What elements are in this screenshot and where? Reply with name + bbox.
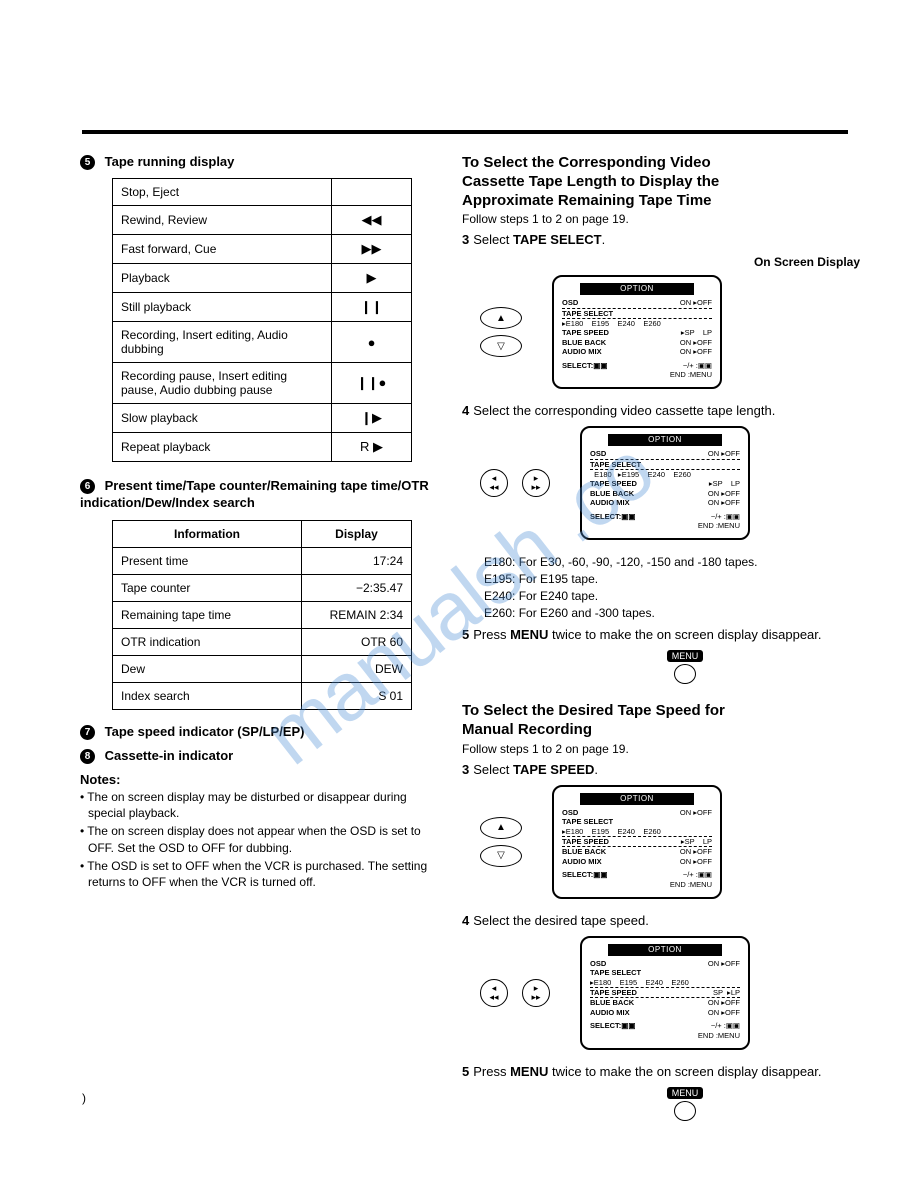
section-7-title: 7 Tape speed indicator (SP/LP/EP): [80, 724, 430, 740]
step-4b: 4Select the desired tape speed.: [462, 913, 868, 928]
osd-screen-4: OPTION OSDON ▸OFF TAPE SELECT ▸E180 E195…: [580, 936, 750, 1050]
bullet-6-icon: 6: [80, 479, 95, 494]
table-row: Recording, Insert editing, Audio dubbing…: [113, 322, 412, 363]
table-row: Still playback❙❙: [113, 293, 412, 322]
tape-running-table: Stop, Eject Rewind, Review◀◀ Fast forwar…: [112, 178, 412, 462]
section-8-text: Cassette-in indicator: [105, 748, 234, 763]
down-button-icon: ▽: [480, 335, 522, 357]
step-3a: 3Select TAPE SELECT.: [462, 232, 868, 247]
remote-left-right-icon-2: ◂◂◂ ▸▸▸: [480, 979, 550, 1007]
up-button-icon: ▲: [480, 307, 522, 329]
step-3b: 3Select TAPE SPEED.: [462, 762, 868, 777]
figure-row-4: ◂◂◂ ▸▸▸ OPTION OSDON ▸OFF TAPE SELECT ▸E…: [480, 936, 868, 1050]
step-5a: 5Press MENU twice to make the on screen …: [462, 627, 868, 642]
table-row: Slow playback❙▶: [113, 404, 412, 433]
table-row: Playback▶: [113, 264, 412, 293]
remote-left-right-icon: ◂◂◂ ▸▸▸: [480, 469, 550, 497]
table-row: Fast forward, Cue▶▶: [113, 235, 412, 264]
heading-tape-length-sub: Follow steps 1 to 2 on page 19.: [462, 212, 868, 226]
bullet-7-icon: 7: [80, 725, 95, 740]
figure-row-2: ◂◂◂ ▸▸▸ OPTION OSDON ▸OFF TAPE SELECT E1…: [480, 426, 868, 540]
section-7-text: Tape speed indicator (SP/LP/EP): [105, 724, 305, 739]
section-5-text: Tape running display: [105, 154, 235, 169]
right-column: To Select the Corresponding Video Casset…: [462, 154, 868, 1121]
osd-screen-2: OPTION OSDON ▸OFF TAPE SELECT E180 ▸E195…: [580, 426, 750, 540]
table-row: Remaining tape timeREMAIN 2:34: [113, 601, 412, 628]
table-row: Index searchS 01: [113, 682, 412, 709]
table-row: Present time17:24: [113, 547, 412, 574]
left-button-icon: ◂◂◂: [480, 979, 508, 1007]
section-6-title: 6 Present time/Tape counter/Remaining ta…: [80, 478, 430, 512]
right-button-icon: ▸▸▸: [522, 979, 550, 1007]
heading-tape-speed-sub: Follow steps 1 to 2 on page 19.: [462, 742, 868, 756]
section-8-title: 8 Cassette-in indicator: [80, 748, 430, 764]
down-button-icon: ▽: [480, 845, 522, 867]
right-button-icon: ▸▸▸: [522, 469, 550, 497]
note-item: The OSD is set to OFF when the VCR is pu…: [80, 858, 430, 890]
remote-up-down-icon: ▲ ▽: [480, 307, 522, 357]
table-row: Tape counter−2:35.47: [113, 574, 412, 601]
left-button-icon: ◂◂◂: [480, 469, 508, 497]
section-6-text: Present time/Tape counter/Remaining tape…: [80, 478, 429, 510]
top-rule: [82, 130, 848, 134]
table-row: Repeat playbackR ▶: [113, 433, 412, 462]
note-item: The on screen display does not appear wh…: [80, 823, 430, 855]
info-head-2: Display: [302, 520, 412, 547]
bullet-5-icon: 5: [80, 155, 95, 170]
heading-tape-length: To Select the Corresponding Video Casset…: [462, 154, 868, 210]
page-mark: ): [82, 1091, 86, 1105]
table-row: OTR indicationOTR 60: [113, 628, 412, 655]
notes-heading: Notes:: [80, 772, 430, 787]
info-head-1: Information: [113, 520, 302, 547]
figure-row-1: ▲ ▽ OPTION OSDON ▸OFF TAPE SELECT ▸E180 …: [480, 275, 868, 389]
tape-length-info: E180: For E30, -60, -90, -120, -150 and …: [484, 554, 868, 621]
note-item: The on screen display may be disturbed o…: [80, 789, 430, 821]
remote-up-down-icon-2: ▲ ▽: [480, 817, 522, 867]
up-button-icon: ▲: [480, 817, 522, 839]
table-row: Stop, Eject: [113, 179, 412, 206]
menu-button-icon-1: MENU: [502, 650, 868, 684]
left-column: 5 Tape running display Stop, Eject Rewin…: [80, 154, 430, 1121]
table-row: DewDEW: [113, 655, 412, 682]
step-5b: 5Press MENU twice to make the on screen …: [462, 1064, 868, 1079]
section-5-title: 5 Tape running display: [80, 154, 430, 170]
heading-tape-speed: To Select the Desired Tape Speed for Man…: [462, 702, 868, 740]
figure-row-3: ▲ ▽ OPTION OSDON ▸OFF TAPE SELECT ▸E180 …: [480, 785, 868, 899]
table-row: Recording pause, Insert editing pause, A…: [113, 363, 412, 404]
bullet-8-icon: 8: [80, 749, 95, 764]
osd-screen-1: OPTION OSDON ▸OFF TAPE SELECT ▸E180 E195…: [552, 275, 722, 389]
menu-button-icon-2: MENU: [502, 1087, 868, 1121]
osd-screen-3: OPTION OSDON ▸OFF TAPE SELECT ▸E180 E195…: [552, 785, 722, 899]
info-display-table: Information Display Present time17:24 Ta…: [112, 520, 412, 710]
osd-label: On Screen Display: [462, 255, 868, 269]
notes-list: The on screen display may be disturbed o…: [80, 789, 430, 890]
step-4a: 4Select the corresponding video cassette…: [462, 403, 868, 418]
table-row: Rewind, Review◀◀: [113, 206, 412, 235]
